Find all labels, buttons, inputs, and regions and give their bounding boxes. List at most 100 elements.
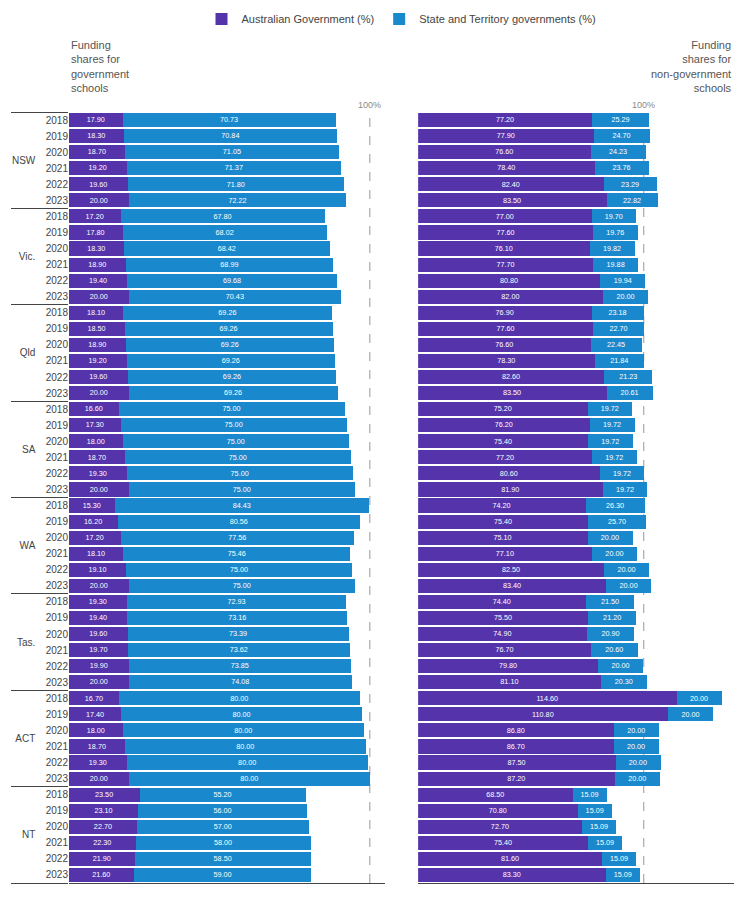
svg-text:15.09: 15.09 [586, 806, 604, 815]
svg-text:2022: 2022 [46, 564, 69, 575]
svg-text:75.00: 75.00 [231, 469, 249, 478]
svg-text:75.40: 75.40 [494, 838, 512, 847]
svg-text:74.08: 74.08 [231, 677, 249, 686]
svg-text:20.00: 20.00 [627, 742, 645, 751]
svg-text:69.26: 69.26 [223, 372, 241, 381]
svg-text:77.60: 77.60 [496, 228, 514, 237]
svg-text:22.70: 22.70 [610, 324, 628, 333]
svg-text:80.00: 80.00 [234, 726, 252, 735]
svg-text:Qld: Qld [20, 347, 36, 358]
svg-text:19.10: 19.10 [88, 565, 106, 574]
svg-text:19.82: 19.82 [603, 244, 621, 253]
svg-text:20.00: 20.00 [605, 549, 623, 558]
svg-text:83.40: 83.40 [503, 581, 521, 590]
svg-text:84.43: 84.43 [233, 501, 251, 510]
svg-text:19.94: 19.94 [614, 276, 632, 285]
svg-text:2018: 2018 [46, 789, 69, 800]
svg-text:20.00: 20.00 [601, 533, 619, 542]
svg-text:15.30: 15.30 [83, 501, 101, 510]
svg-text:76.90: 76.90 [496, 308, 514, 317]
svg-text:68.42: 68.42 [218, 244, 236, 253]
svg-text:20.00: 20.00 [690, 694, 708, 703]
svg-text:78.40: 78.40 [497, 163, 515, 172]
svg-text:15.09: 15.09 [610, 854, 628, 863]
svg-text:19.70: 19.70 [89, 645, 107, 654]
svg-text:87.50: 87.50 [508, 758, 526, 767]
svg-text:77.60: 77.60 [496, 324, 514, 333]
svg-text:100%: 100% [632, 100, 655, 110]
svg-text:72.93: 72.93 [227, 597, 245, 606]
svg-text:23.18: 23.18 [609, 308, 627, 317]
svg-text:2020: 2020 [46, 629, 69, 640]
svg-text:21.23: 21.23 [619, 372, 637, 381]
svg-text:2022: 2022 [46, 661, 69, 672]
svg-text:23.76: 23.76 [613, 163, 631, 172]
svg-text:77.10: 77.10 [496, 549, 514, 558]
svg-text:59.00: 59.00 [213, 870, 231, 879]
svg-text:76.60: 76.60 [495, 340, 513, 349]
svg-text:72.70: 72.70 [491, 822, 509, 831]
svg-text:80.60: 80.60 [500, 469, 518, 478]
svg-text:19.60: 19.60 [89, 372, 107, 381]
svg-text:2021: 2021 [46, 837, 69, 848]
svg-text:19.40: 19.40 [89, 613, 107, 622]
svg-text:73.16: 73.16 [228, 613, 246, 622]
svg-text:2022: 2022 [46, 275, 69, 286]
svg-text:SA: SA [22, 444, 36, 455]
svg-text:72.22: 72.22 [229, 196, 247, 205]
svg-text:2020: 2020 [46, 532, 69, 543]
svg-text:80.00: 80.00 [236, 742, 254, 751]
svg-text:19.20: 19.20 [89, 163, 107, 172]
svg-text:76.20: 76.20 [495, 420, 513, 429]
svg-text:2018: 2018 [46, 211, 69, 222]
svg-text:2023: 2023 [46, 869, 69, 880]
svg-text:75.10: 75.10 [494, 533, 512, 542]
svg-text:58.00: 58.00 [214, 838, 232, 847]
svg-text:68.99: 68.99 [220, 260, 238, 269]
svg-text:73.62: 73.62 [230, 645, 248, 654]
svg-text:2018: 2018 [46, 115, 69, 126]
svg-text:75.40: 75.40 [494, 437, 512, 446]
svg-text:Australian Government (%): Australian Government (%) [242, 13, 375, 25]
svg-text:Fundingshares forgovernmentsch: Fundingshares forgovernmentschools [71, 39, 129, 94]
svg-text:18.30: 18.30 [87, 131, 105, 140]
svg-text:80.00: 80.00 [230, 694, 248, 703]
svg-text:2020: 2020 [46, 339, 69, 350]
svg-text:77.90: 77.90 [497, 131, 515, 140]
svg-text:80.00: 80.00 [232, 710, 250, 719]
svg-text:17.30: 17.30 [86, 420, 104, 429]
svg-text:2023: 2023 [46, 580, 69, 591]
svg-text:69.68: 69.68 [223, 276, 241, 285]
svg-text:100%: 100% [358, 100, 381, 110]
svg-text:75.00: 75.00 [222, 404, 240, 413]
svg-text:58.50: 58.50 [214, 854, 232, 863]
svg-text:2021: 2021 [46, 741, 69, 752]
svg-text:71.80: 71.80 [227, 180, 245, 189]
svg-text:21.20: 21.20 [603, 613, 621, 622]
svg-text:77.20: 77.20 [496, 115, 514, 124]
svg-text:19.72: 19.72 [605, 453, 623, 462]
svg-text:22.70: 22.70 [94, 822, 112, 831]
svg-text:2021: 2021 [46, 163, 69, 174]
svg-text:2023: 2023 [46, 195, 69, 206]
svg-text:83.50: 83.50 [503, 388, 521, 397]
svg-text:18.00: 18.00 [87, 437, 105, 446]
svg-text:16.60: 16.60 [85, 404, 103, 413]
svg-text:78.30: 78.30 [497, 356, 515, 365]
svg-text:20.00: 20.00 [90, 485, 108, 494]
svg-text:82.50: 82.50 [502, 565, 520, 574]
svg-text:21.60: 21.60 [92, 870, 110, 879]
svg-text:21.50: 21.50 [601, 597, 619, 606]
svg-text:75.00: 75.00 [233, 485, 251, 494]
svg-text:18.90: 18.90 [88, 260, 106, 269]
svg-text:17.20: 17.20 [86, 212, 104, 221]
svg-text:25.70: 25.70 [608, 517, 626, 526]
svg-text:16.20: 16.20 [84, 517, 102, 526]
svg-text:20.00: 20.00 [90, 677, 108, 686]
svg-text:22.45: 22.45 [607, 340, 625, 349]
svg-text:2020: 2020 [46, 725, 69, 736]
svg-text:73.85: 73.85 [231, 661, 249, 670]
svg-text:20.00: 20.00 [616, 292, 634, 301]
svg-text:2022: 2022 [46, 757, 69, 768]
svg-text:70.73: 70.73 [220, 115, 238, 124]
